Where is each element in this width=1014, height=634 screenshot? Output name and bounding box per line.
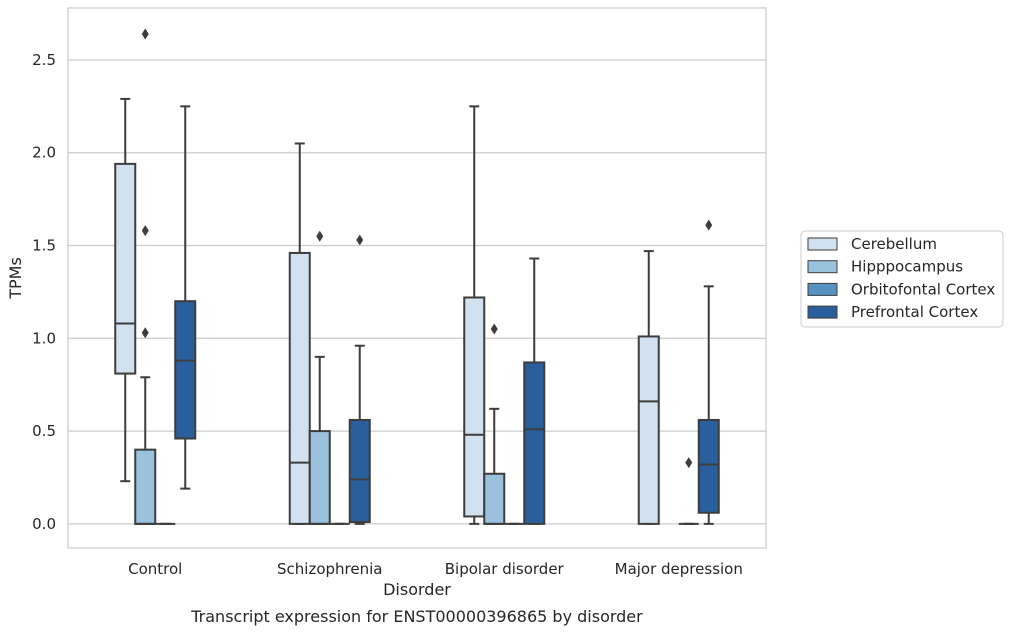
x-tick-label: Major depression <box>615 560 743 578</box>
box-2-3 <box>678 457 699 525</box>
box-3-2 <box>523 257 546 525</box>
box-body <box>174 300 197 440</box>
plot-frame <box>67 7 767 549</box>
y-tick-label: 2.0 <box>32 144 56 162</box>
y-tick-label: 1.0 <box>32 329 56 347</box>
box-0-2 <box>463 105 486 525</box>
box-body <box>114 162 137 375</box>
y-tick-label: 0.5 <box>32 422 56 440</box>
box-1-0 <box>134 28 157 525</box>
legend-swatch <box>807 282 838 296</box>
box-body <box>483 472 506 525</box>
legend-label: Prefrontal Cortex <box>851 303 978 321</box>
box-plot-marks <box>114 28 720 525</box>
x-tick-label: Schizophrenia <box>277 560 382 578</box>
box-body <box>637 335 660 525</box>
outlier-point <box>141 28 149 40</box>
legend-label: Hipppocampus <box>851 258 963 276</box>
box-1-2 <box>483 323 506 525</box>
legend-swatch <box>807 237 838 251</box>
x-tick-label: Bipolar disorder <box>445 560 565 578</box>
box-0-0 <box>114 97 137 483</box>
outlier-point <box>141 225 149 237</box>
outlier-point <box>356 234 364 246</box>
box-0-3 <box>637 250 660 525</box>
outlier-point <box>490 323 498 335</box>
box-3-1 <box>348 234 371 525</box>
legend-swatch <box>807 305 838 319</box>
box-body <box>697 418 720 514</box>
outlier-point <box>316 230 324 242</box>
grid-lines <box>68 59 766 525</box>
legend-swatch <box>807 260 838 274</box>
box-0-1 <box>288 142 311 525</box>
y-tick-label: 0.0 <box>32 515 56 533</box>
box-body <box>308 430 331 525</box>
x-tick-labels: Control Schizophrenia Bipolar disorder Majo… <box>128 560 743 578</box>
outlier-point <box>685 457 693 469</box>
legend-label: Cerebellum <box>851 235 937 253</box>
box-1-1 <box>308 230 331 525</box>
y-tick-labels: 0.0 0.5 1.0 1.5 2.0 2.5 <box>32 51 56 533</box>
legend-frame <box>800 230 1004 328</box>
y-tick-label: 2.5 <box>32 51 56 69</box>
legend: Cerebellum Hipppocampus Orbitofontal Corte… <box>800 230 1004 328</box>
y-axis-label: TPMs <box>6 257 25 300</box>
box-3-3 <box>697 219 720 525</box>
box-body <box>463 296 486 518</box>
x-axis-label: Disorder <box>383 580 451 599</box>
box-body <box>288 251 311 525</box>
outlier-point <box>141 327 149 339</box>
x-tick-label: Control <box>128 560 182 578</box>
chart-caption: Transcript expression for ENST0000039686… <box>190 607 643 626</box>
box-body <box>523 361 546 525</box>
box-3-0 <box>174 105 197 490</box>
outlier-point <box>705 219 713 231</box>
box-body <box>134 448 157 525</box>
box-body <box>348 418 371 524</box>
legend-label: Orbitofontal Cortex <box>851 280 995 298</box>
y-tick-label: 1.5 <box>32 237 56 255</box>
